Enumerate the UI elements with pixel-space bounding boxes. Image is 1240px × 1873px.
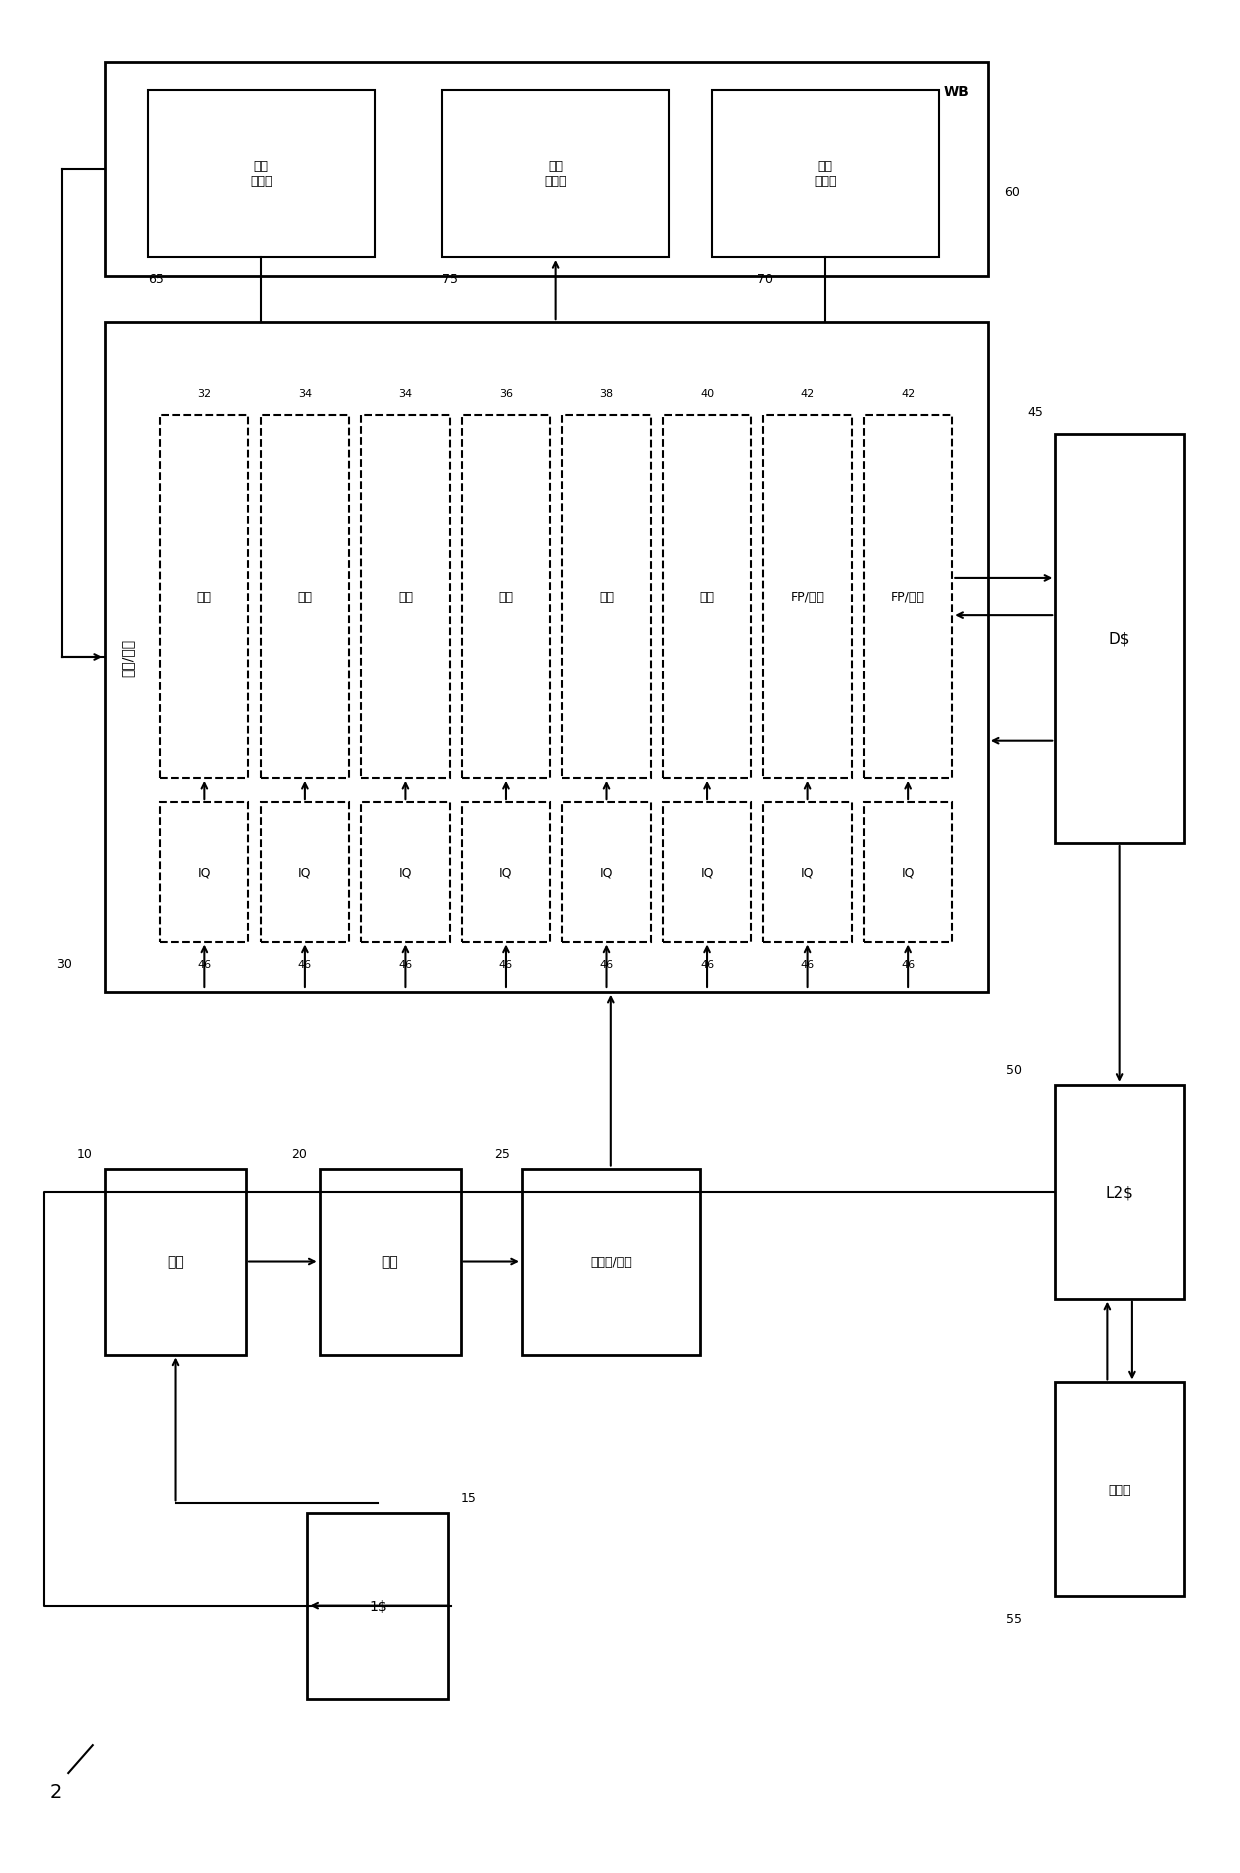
- Text: 45: 45: [1027, 406, 1043, 420]
- Text: 46: 46: [398, 959, 413, 970]
- Text: IQ: IQ: [197, 865, 211, 878]
- Text: 1$: 1$: [370, 1600, 387, 1613]
- Text: 70: 70: [758, 273, 774, 287]
- Text: 10: 10: [77, 1148, 93, 1161]
- Text: 矢量
寄存器: 矢量 寄存器: [250, 161, 273, 189]
- Bar: [160, 416, 248, 779]
- Text: 2: 2: [50, 1783, 62, 1802]
- Text: 分支: 分支: [197, 590, 212, 603]
- Bar: [308, 1513, 449, 1699]
- Bar: [563, 416, 651, 779]
- Bar: [712, 90, 939, 258]
- Bar: [105, 322, 988, 993]
- Text: 40: 40: [701, 388, 714, 399]
- Bar: [864, 804, 952, 942]
- Text: 提取: 提取: [167, 1255, 184, 1268]
- Bar: [522, 1169, 699, 1354]
- Bar: [1055, 1382, 1184, 1596]
- Text: 加载: 加载: [599, 590, 614, 603]
- Bar: [663, 804, 751, 942]
- Text: IQ: IQ: [298, 865, 311, 878]
- Bar: [563, 804, 651, 942]
- Text: L2$: L2$: [1106, 1184, 1133, 1199]
- Text: 整数: 整数: [298, 590, 312, 603]
- Text: IQ: IQ: [701, 865, 714, 878]
- Bar: [764, 416, 852, 779]
- Text: 重命名/分派: 重命名/分派: [590, 1255, 631, 1268]
- Text: 38: 38: [599, 388, 614, 399]
- Text: IQ: IQ: [399, 865, 412, 878]
- Bar: [443, 90, 670, 258]
- Text: 标量
寄存器: 标量 寄存器: [544, 161, 567, 189]
- Text: D$: D$: [1109, 631, 1131, 646]
- Text: 乘法: 乘法: [498, 590, 513, 603]
- Text: 46: 46: [498, 959, 513, 970]
- Bar: [105, 1169, 246, 1354]
- Text: 46: 46: [599, 959, 614, 970]
- Text: 75: 75: [443, 273, 459, 287]
- Bar: [1055, 1084, 1184, 1300]
- Text: IQ: IQ: [801, 865, 815, 878]
- Text: 55: 55: [1006, 1613, 1022, 1626]
- Text: IQ: IQ: [500, 865, 512, 878]
- Text: FP/矢量: FP/矢量: [892, 590, 925, 603]
- Text: 20: 20: [291, 1148, 308, 1161]
- Text: 34: 34: [298, 388, 312, 399]
- Bar: [320, 1169, 460, 1354]
- Bar: [260, 804, 348, 942]
- Text: 15: 15: [460, 1491, 476, 1504]
- Bar: [461, 416, 551, 779]
- Bar: [663, 416, 751, 779]
- Bar: [105, 62, 988, 277]
- Text: 断言
寄存器: 断言 寄存器: [815, 161, 837, 189]
- Text: 存储器: 存储器: [1109, 1483, 1131, 1497]
- Text: 存储: 存储: [699, 590, 714, 603]
- Text: 60: 60: [1004, 185, 1021, 199]
- Text: 42: 42: [901, 388, 915, 399]
- Bar: [461, 804, 551, 942]
- Bar: [260, 416, 348, 779]
- Text: 46: 46: [901, 959, 915, 970]
- Text: 42: 42: [801, 388, 815, 399]
- Text: 发布/执行: 发布/执行: [120, 639, 134, 676]
- Text: 46: 46: [298, 959, 312, 970]
- Text: WB: WB: [944, 84, 970, 99]
- Text: 25: 25: [494, 1148, 510, 1161]
- Bar: [764, 804, 852, 942]
- Text: 整数: 整数: [398, 590, 413, 603]
- Bar: [361, 804, 450, 942]
- Text: 50: 50: [1006, 1064, 1022, 1077]
- Text: 解码: 解码: [382, 1255, 398, 1268]
- Text: 30: 30: [56, 957, 72, 970]
- Text: 46: 46: [197, 959, 211, 970]
- Bar: [1055, 435, 1184, 843]
- Text: 32: 32: [197, 388, 211, 399]
- Bar: [148, 90, 374, 258]
- Text: IQ: IQ: [901, 865, 915, 878]
- Bar: [361, 416, 450, 779]
- Text: 46: 46: [801, 959, 815, 970]
- Text: IQ: IQ: [600, 865, 614, 878]
- Bar: [160, 804, 248, 942]
- Bar: [864, 416, 952, 779]
- Text: 36: 36: [498, 388, 513, 399]
- Text: 65: 65: [148, 273, 164, 287]
- Text: FP/矢量: FP/矢量: [791, 590, 825, 603]
- Text: 46: 46: [701, 959, 714, 970]
- Text: 34: 34: [398, 388, 413, 399]
